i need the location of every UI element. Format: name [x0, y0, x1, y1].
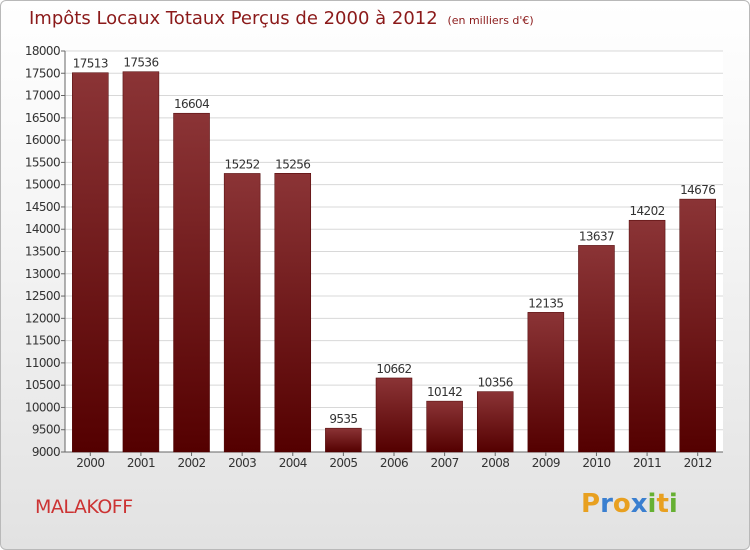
y-tick-label: 10500	[25, 378, 60, 392]
y-tick-label: 12500	[25, 289, 60, 303]
x-tick-label: 2008	[481, 456, 509, 470]
bar-value-label: 9535	[329, 412, 357, 426]
y-tick-label: 15500	[25, 155, 60, 169]
bar-value-label: 10356	[478, 376, 513, 390]
logo-letter: r	[600, 489, 613, 519]
bar	[173, 112, 210, 453]
y-tick-label: 17500	[25, 66, 60, 80]
logo-letter: i	[647, 489, 657, 519]
y-tick-label: 14000	[25, 222, 60, 236]
bar-value-label: 15256	[275, 157, 310, 171]
x-tick-label: 2007	[431, 456, 459, 470]
x-tick-label: 2012	[684, 456, 712, 470]
bar	[426, 400, 463, 453]
bar-value-label: 17536	[123, 56, 158, 70]
x-tick-label: 2005	[329, 456, 357, 470]
x-tick-label: 2009	[532, 456, 560, 470]
proxiti-logo: Proxiti	[581, 489, 678, 519]
town-name: MALAKOFF	[35, 496, 133, 518]
bar-value-label: 10142	[427, 385, 462, 399]
y-tick-label: 18000	[25, 44, 60, 58]
y-tick-label: 11500	[25, 334, 60, 348]
bar	[122, 71, 160, 453]
bar-value-label: 10662	[376, 362, 411, 376]
x-tick-label: 2000	[76, 456, 104, 470]
y-tick-label: 16500	[25, 111, 60, 125]
bar-value-label: 15252	[225, 157, 260, 171]
bar	[628, 219, 666, 453]
x-tick-label: 2001	[127, 456, 155, 470]
y-tick-label: 16000	[25, 133, 60, 147]
bar	[578, 245, 615, 453]
bar-value-label: 14676	[680, 183, 715, 197]
bar-value-label: 17513	[73, 57, 108, 71]
bar	[679, 198, 716, 453]
bar	[527, 312, 565, 453]
y-tick-label: 15000	[25, 178, 60, 192]
x-tick-label: 2011	[633, 456, 661, 470]
x-tick-label: 2002	[177, 456, 205, 470]
x-tick-label: 2010	[582, 456, 610, 470]
x-tick-label: 2004	[279, 456, 307, 470]
logo-letter: o	[612, 489, 631, 519]
bar-value-label: 16604	[174, 97, 209, 111]
bar	[223, 173, 261, 453]
y-tick-label: 10000	[25, 400, 60, 414]
x-tick-label: 2003	[228, 456, 256, 470]
chart-subtitle: (en milliers d'€)	[447, 14, 534, 27]
y-tick-label: 11000	[25, 356, 60, 370]
logo-letter: P	[581, 489, 601, 519]
bar	[375, 377, 413, 453]
y-tick-label: 12000	[25, 311, 60, 325]
y-tick-label: 14500	[25, 200, 60, 214]
chart-title-text: Impôts Locaux Totaux Perçus de 2000 à 20…	[29, 8, 438, 29]
x-tick-label: 2006	[380, 456, 408, 470]
chart-title: Impôts Locaux Totaux Perçus de 2000 à 20…	[29, 8, 534, 29]
bar	[72, 72, 109, 453]
logo-letter: x	[630, 489, 648, 519]
bar-value-label: 14202	[629, 204, 664, 218]
y-tick-label: 17000	[25, 89, 60, 103]
y-tick-label: 9000	[32, 445, 60, 459]
y-tick-label: 13500	[25, 245, 60, 259]
y-tick-label: 9500	[32, 423, 60, 437]
bar	[274, 173, 312, 453]
logo-letter: i	[668, 489, 678, 519]
bar	[325, 427, 362, 453]
bar-value-label: 13637	[579, 229, 614, 243]
bar	[476, 391, 514, 453]
bar-value-label: 12135	[528, 296, 563, 310]
logo-letter: t	[656, 489, 669, 519]
y-tick-label: 13000	[25, 267, 60, 281]
